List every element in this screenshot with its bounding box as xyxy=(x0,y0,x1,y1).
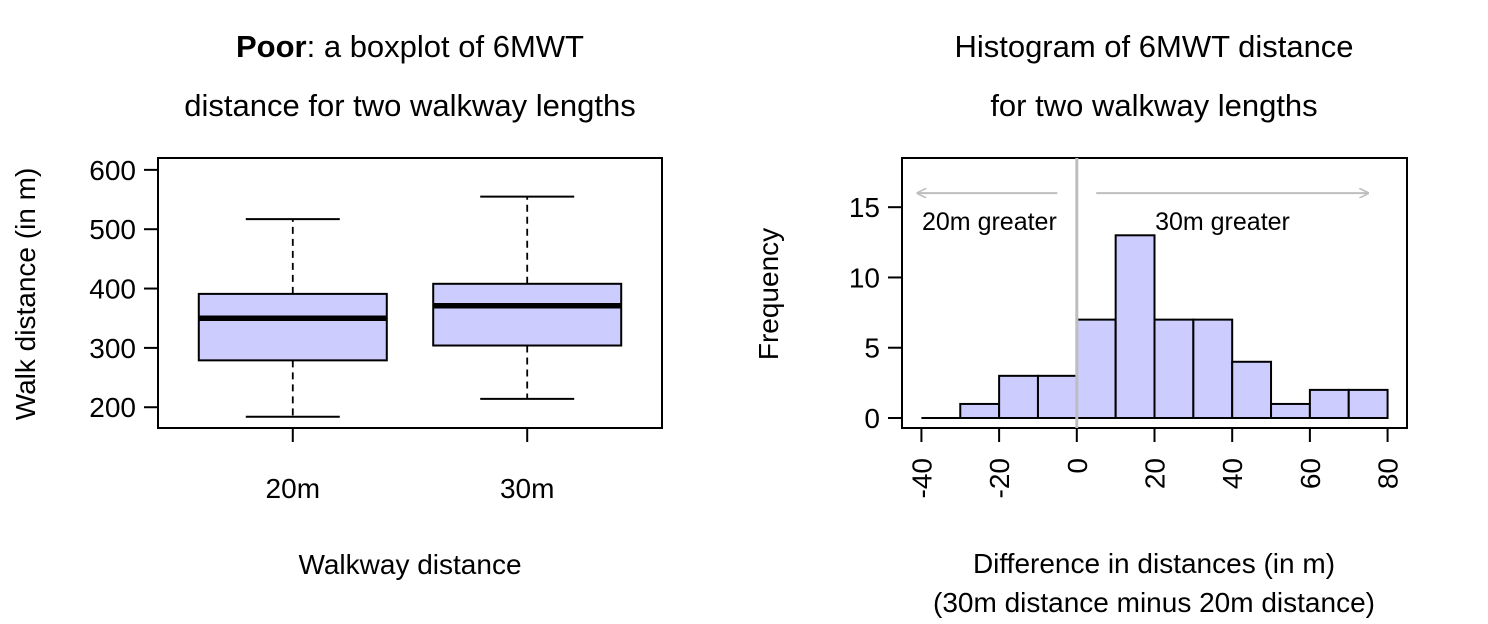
hist-bar-60-to-70 xyxy=(1308,388,1350,420)
hist-y-tick-label-15: 15 xyxy=(849,192,880,223)
histogram-y-axis: 0 5 10 15 xyxy=(849,192,902,434)
y-tick-label-500: 500 xyxy=(89,214,136,245)
histogram-bars xyxy=(921,234,1389,420)
hist-bar-30-to-40 xyxy=(1192,318,1234,419)
y-tick-label-200: 200 xyxy=(89,392,136,423)
hist-x-tick-label--40: -40 xyxy=(906,458,937,498)
boxplot-title-bold: Poor xyxy=(236,29,307,64)
hist-x-tick-label--20: -20 xyxy=(984,458,1015,498)
histogram-title-line2: for two walkway lengths xyxy=(990,88,1317,123)
histogram-y-axis-label: Frequency xyxy=(753,228,784,360)
box-20m xyxy=(197,292,388,362)
hist-bar-50-to-60 xyxy=(1270,402,1311,420)
boxplot-y-axis-label: Walk distance (in m) xyxy=(10,168,41,421)
hist-bar--10-to-0 xyxy=(1036,374,1078,419)
hist-bar-0-to-10 xyxy=(1075,318,1117,419)
hist-bar-20-to-30 xyxy=(1153,318,1195,419)
boxplot-title-line2: distance for two walkway lengths xyxy=(184,88,635,123)
annotation-30m-greater: 30m greater xyxy=(1155,208,1290,236)
boxplot-marks xyxy=(197,195,623,418)
boxplot-panel: Poor: a boxplot of 6MWT distance for two… xyxy=(10,29,663,580)
x-tick-label-20m: 20m xyxy=(266,473,320,504)
hist-bar-40-to-50 xyxy=(1231,360,1273,419)
boxplot-x-axis: 20m 30m xyxy=(266,428,554,504)
boxplot-title-line1: Poor: a boxplot of 6MWT xyxy=(236,29,584,64)
boxplot-plot-frame xyxy=(157,157,663,429)
hist-y-tick-label-10: 10 xyxy=(849,262,880,293)
y-tick-label-600: 600 xyxy=(89,155,136,186)
hist-x-tick-label-0: 0 xyxy=(1062,458,1093,474)
hist-y-tick-label-5: 5 xyxy=(864,333,880,364)
histogram-x-axis: -40 -20 0 20 40 60 80 xyxy=(906,428,1404,498)
annotation-20m-greater: 20m greater xyxy=(922,208,1057,236)
hist-bar-70-to-80 xyxy=(1347,388,1389,420)
histogram-x-axis-label-line1: Difference in distances (in m) xyxy=(973,548,1335,579)
boxplot-y-axis: 200 300 400 500 600 xyxy=(89,155,158,423)
hist-x-tick-label-40: 40 xyxy=(1217,458,1248,489)
boxplot-title-rest: : a boxplot of 6MWT xyxy=(307,29,584,64)
hist-bar--30-to--20 xyxy=(959,402,1001,420)
hist-x-tick-label-20: 20 xyxy=(1140,458,1171,489)
hist-y-tick-label-0: 0 xyxy=(864,403,880,434)
histogram-panel: Histogram of 6MWT distance for two walkw… xyxy=(753,29,1408,618)
x-tick-label-30m: 30m xyxy=(500,473,554,504)
histogram-x-axis-label-line2: (30m distance minus 20m distance) xyxy=(933,587,1375,618)
y-tick-label-400: 400 xyxy=(89,274,136,305)
histogram-annotations: 20m greater 30m greater xyxy=(918,158,1369,428)
hist-bar--20-to--10 xyxy=(998,374,1039,419)
y-tick-label-300: 300 xyxy=(89,333,136,364)
box-30m xyxy=(432,282,623,347)
hist-x-tick-label-80: 80 xyxy=(1373,458,1404,489)
histogram-title-line1: Histogram of 6MWT distance xyxy=(954,29,1353,64)
hist-bar-10-to-20 xyxy=(1114,234,1156,419)
boxplot-x-axis-label: Walkway distance xyxy=(298,549,521,580)
hist-x-tick-label-60: 60 xyxy=(1295,458,1326,489)
